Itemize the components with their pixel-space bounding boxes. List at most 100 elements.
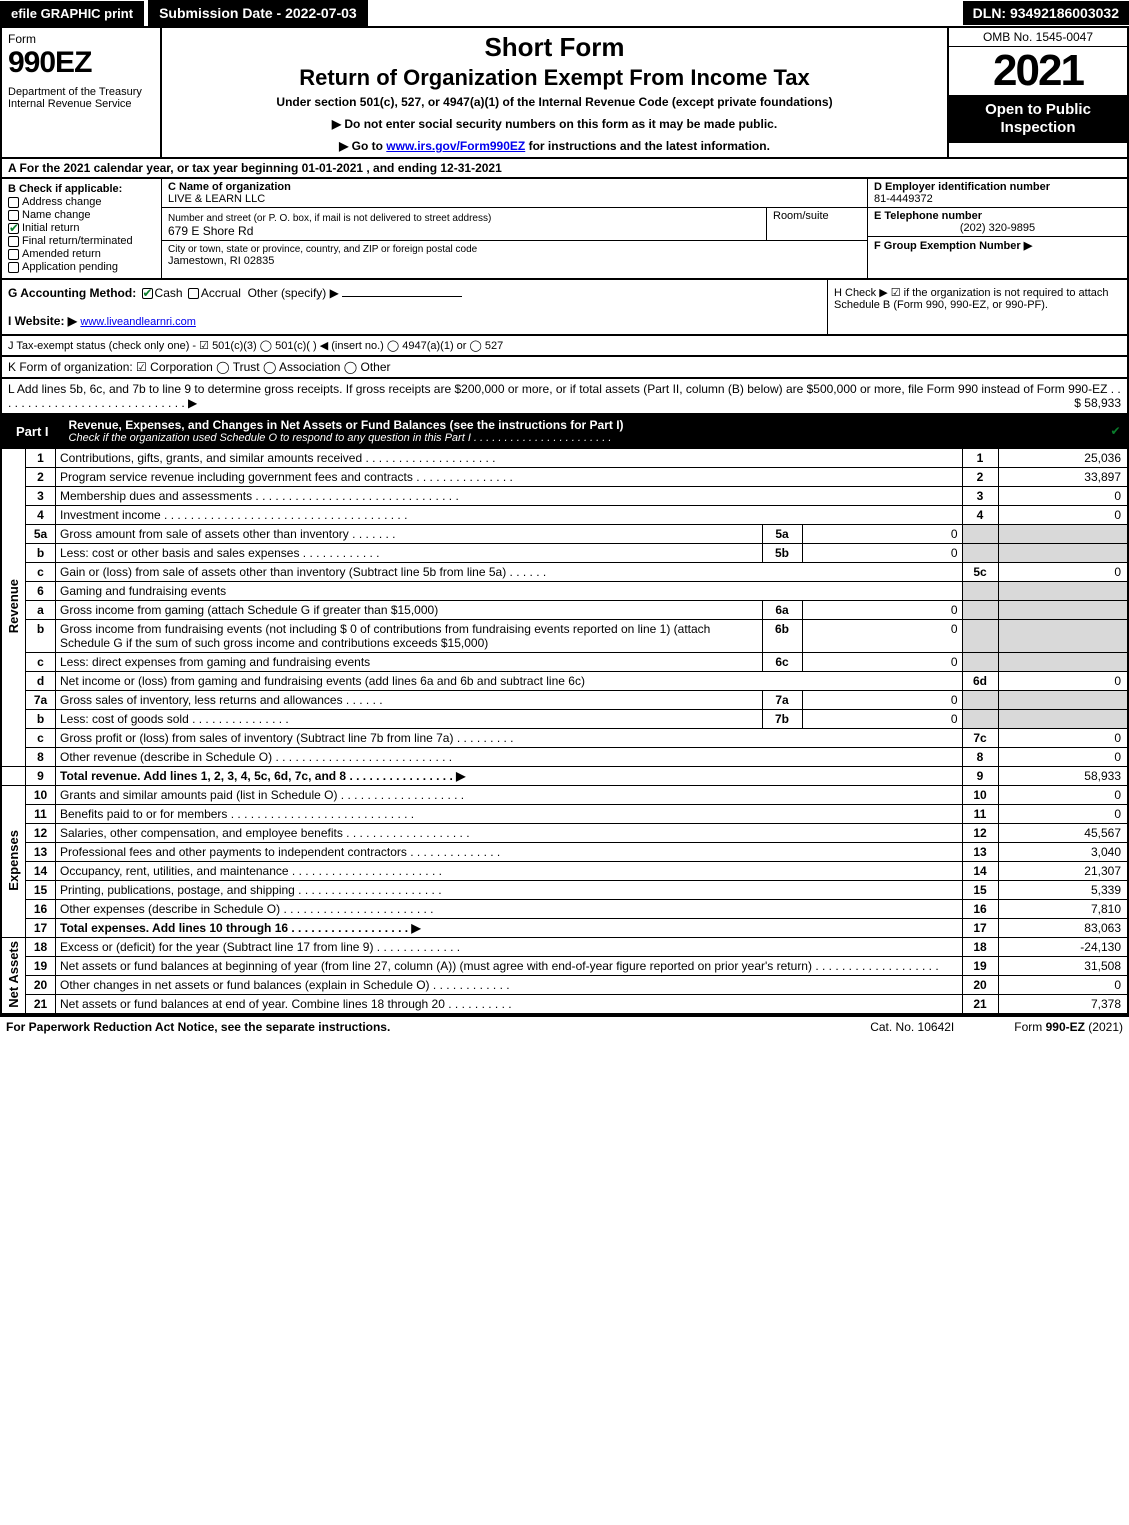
chk-cash[interactable] xyxy=(142,288,153,299)
note-link: ▶ Go to www.irs.gov/Form990EZ for instru… xyxy=(168,139,941,153)
box-def: D Employer identification number 81-4449… xyxy=(867,179,1127,278)
part-i-table: Revenue 1 Contributions, gifts, grants, … xyxy=(0,449,1129,1015)
line-h: H Check ▶ ☑ if the organization is not r… xyxy=(827,280,1127,334)
chk-name-change[interactable]: Name change xyxy=(8,209,155,221)
expenses-side-label: Expenses xyxy=(1,786,26,938)
note-ssn: ▶ Do not enter social security numbers o… xyxy=(168,117,941,131)
line-7b: b Less: cost of goods sold . . . . . . .… xyxy=(1,710,1128,729)
header-center: Short Form Return of Organization Exempt… xyxy=(162,28,947,157)
line-5a: 5a Gross amount from sale of assets othe… xyxy=(1,525,1128,544)
group-exemption-label: F Group Exemption Number ▶ xyxy=(874,240,1032,252)
box-b-header: B Check if applicable: xyxy=(8,183,155,195)
line-3: 3 Membership dues and assessments . . . … xyxy=(1,487,1128,506)
line-11: 11 Benefits paid to or for members . . .… xyxy=(1,805,1128,824)
form-number: 990EZ xyxy=(8,46,154,80)
line-4: 4 Investment income . . . . . . . . . . … xyxy=(1,506,1128,525)
note2-post: for instructions and the latest informat… xyxy=(525,139,770,153)
line-9: 9 Total revenue. Add lines 1, 2, 3, 4, 5… xyxy=(1,767,1128,786)
revenue-side-label: Revenue xyxy=(1,449,26,767)
line-6d: d Net income or (loss) from gaming and f… xyxy=(1,672,1128,691)
line-j: J Tax-exempt status (check only one) - ☑… xyxy=(0,336,1129,357)
room-suite: Room/suite xyxy=(767,208,867,240)
line-8: 8 Other revenue (describe in Schedule O)… xyxy=(1,748,1128,767)
chk-amended-return[interactable]: Amended return xyxy=(8,248,155,260)
header-right: OMB No. 1545-0047 2021 Open to Public In… xyxy=(947,28,1127,157)
tel-label: E Telephone number xyxy=(874,210,982,222)
line-21: 21 Net assets or fund balances at end of… xyxy=(1,995,1128,1015)
chk-final-return[interactable]: Final return/terminated xyxy=(8,235,155,247)
line-19: 19 Net assets or fund balances at beginn… xyxy=(1,957,1128,976)
line-13: 13 Professional fees and other payments … xyxy=(1,843,1128,862)
line-15: 15 Printing, publications, postage, and … xyxy=(1,881,1128,900)
header-left: Form 990EZ Department of the Treasury In… xyxy=(2,28,162,157)
chk-application-pending[interactable]: Application pending xyxy=(8,261,155,273)
section-bcdef: B Check if applicable: Address change Na… xyxy=(0,179,1129,280)
chk-accrual[interactable] xyxy=(188,288,199,299)
g-label: G Accounting Method: xyxy=(8,286,136,300)
line-2: 2 Program service revenue including gove… xyxy=(1,468,1128,487)
org-name-label: C Name of organization xyxy=(168,181,291,193)
line-10: Expenses 10 Grants and similar amounts p… xyxy=(1,786,1128,805)
org-name-row: C Name of organization LIVE & LEARN LLC xyxy=(162,179,867,208)
line-18: Net Assets 18 Excess or (deficit) for th… xyxy=(1,938,1128,957)
omb-number: OMB No. 1545-0047 xyxy=(949,28,1127,47)
box-c: C Name of organization LIVE & LEARN LLC … xyxy=(162,179,867,278)
box-d: D Employer identification number 81-4449… xyxy=(868,179,1127,208)
line-12: 12 Salaries, other compensation, and emp… xyxy=(1,824,1128,843)
addr-label: Number and street (or P. O. box, if mail… xyxy=(168,213,491,224)
line-7c: c Gross profit or (loss) from sales of i… xyxy=(1,729,1128,748)
address-row: Number and street (or P. O. box, if mail… xyxy=(162,208,867,241)
subtitle: Under section 501(c), 527, or 4947(a)(1)… xyxy=(168,95,941,109)
city-row: City or town, state or province, country… xyxy=(162,241,867,269)
efile-graphic-print[interactable]: efile GRAPHIC print xyxy=(0,1,144,26)
netassets-side-label: Net Assets xyxy=(1,938,26,1015)
line-6: 6 Gaming and fundraising events xyxy=(1,582,1128,601)
irs-link[interactable]: www.irs.gov/Form990EZ xyxy=(386,139,525,153)
line-14: 14 Occupancy, rent, utilities, and maint… xyxy=(1,862,1128,881)
line-a: A For the 2021 calendar year, or tax yea… xyxy=(0,159,1129,179)
street-address: Number and street (or P. O. box, if mail… xyxy=(162,208,767,240)
i-label: I Website: ▶ xyxy=(8,314,77,328)
short-form-title: Short Form xyxy=(168,32,941,63)
department: Department of the Treasury Internal Reve… xyxy=(8,86,154,110)
line-l-amount: $ 58,933 xyxy=(1074,396,1121,410)
line-16: 16 Other expenses (describe in Schedule … xyxy=(1,900,1128,919)
line-6b: b Gross income from fundraising events (… xyxy=(1,620,1128,653)
line-l: L Add lines 5b, 6c, and 7b to line 9 to … xyxy=(0,379,1129,415)
part-i-schedule-o-check[interactable] xyxy=(1103,424,1127,438)
box-f: F Group Exemption Number ▶ xyxy=(868,237,1127,278)
org-name: LIVE & LEARN LLC xyxy=(168,193,265,205)
tel-value: (202) 320-9895 xyxy=(874,222,1121,234)
chk-address-change[interactable]: Address change xyxy=(8,196,155,208)
line-5b: b Less: cost or other basis and sales ex… xyxy=(1,544,1128,563)
paperwork-notice: For Paperwork Reduction Act Notice, see … xyxy=(6,1020,390,1034)
line-17: 17 Total expenses. Add lines 10 through … xyxy=(1,919,1128,938)
website-link[interactable]: www.liveandlearnri.com xyxy=(80,316,196,328)
box-b: B Check if applicable: Address change Na… xyxy=(2,179,162,278)
tax-year: 2021 xyxy=(949,47,1127,95)
line-l-text: L Add lines 5b, 6c, and 7b to line 9 to … xyxy=(8,382,1121,410)
line-k: K Form of organization: ☑ Corporation ◯ … xyxy=(0,357,1129,379)
part-i-title: Revenue, Expenses, and Changes in Net As… xyxy=(63,415,1103,447)
ein-value: 81-4449372 xyxy=(874,193,933,205)
submission-date: Submission Date - 2022-07-03 xyxy=(148,0,368,26)
line-1: Revenue 1 Contributions, gifts, grants, … xyxy=(1,449,1128,468)
form-ref: Form 990-EZ (2021) xyxy=(1014,1020,1123,1034)
open-to-public: Open to Public Inspection xyxy=(949,95,1127,143)
ein-label: D Employer identification number xyxy=(874,181,1050,193)
form-word: Form xyxy=(8,32,154,46)
addr-value: 679 E Shore Rd xyxy=(168,224,253,238)
line-6a: a Gross income from gaming (attach Sched… xyxy=(1,601,1128,620)
line-6c: c Less: direct expenses from gaming and … xyxy=(1,653,1128,672)
chk-initial-return[interactable]: Initial return xyxy=(8,222,155,234)
part-i-tab: Part I xyxy=(2,421,63,442)
line-20: 20 Other changes in net assets or fund b… xyxy=(1,976,1128,995)
row-gh: G Accounting Method: Cash Accrual Other … xyxy=(0,280,1129,336)
part-i-header: Part I Revenue, Expenses, and Changes in… xyxy=(0,415,1129,449)
footer: For Paperwork Reduction Act Notice, see … xyxy=(0,1015,1129,1037)
line-7a: 7a Gross sales of inventory, less return… xyxy=(1,691,1128,710)
city-value: Jamestown, RI 02835 xyxy=(168,255,274,267)
top-bar: efile GRAPHIC print Submission Date - 20… xyxy=(0,0,1129,28)
main-title: Return of Organization Exempt From Incom… xyxy=(168,65,941,91)
form-header: Form 990EZ Department of the Treasury In… xyxy=(0,28,1129,159)
